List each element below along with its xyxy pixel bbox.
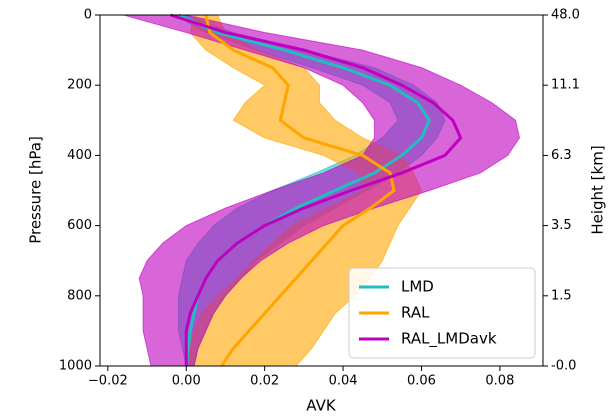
legend-label: LMD xyxy=(401,278,434,296)
y2-axis-label: Height [km] xyxy=(589,145,607,234)
y-tick-label: 0 xyxy=(84,8,92,23)
y2-tick-label: -0.0 xyxy=(551,359,576,374)
x-axis-label: AVK xyxy=(306,397,337,415)
y2-tick-label: 1.5 xyxy=(551,288,572,303)
x-tick-label: −0.02 xyxy=(88,374,128,389)
x-tick-label: 0.04 xyxy=(329,374,358,389)
y-tick-label: 600 xyxy=(67,218,92,233)
line xyxy=(177,13,432,367)
x-tick-label: 0.00 xyxy=(172,374,201,389)
plot-frame xyxy=(99,14,544,367)
y-tick-label: 200 xyxy=(67,78,92,93)
legend-label: RAL xyxy=(401,304,430,322)
x-tick-label: 0.06 xyxy=(407,374,436,389)
y2-tick-label: 48.0 xyxy=(551,8,580,23)
legend-box xyxy=(348,267,536,359)
x-tick-label: 0.02 xyxy=(250,374,279,389)
legend-label: RAL_LMDavk xyxy=(401,330,497,349)
y2-tick-label: 11.1 xyxy=(551,78,580,93)
y-tick-label: 1000 xyxy=(59,359,92,374)
line xyxy=(204,14,396,367)
x-tick-label: 0.08 xyxy=(485,374,514,389)
y-tick-label: 400 xyxy=(67,148,92,163)
y-axis-label: Pressure [hPa] xyxy=(27,136,45,244)
y-tick-label: 800 xyxy=(67,288,92,303)
y2-tick-label: 3.5 xyxy=(551,218,572,233)
y2-tick-label: 6.3 xyxy=(551,148,572,163)
line xyxy=(170,13,463,366)
